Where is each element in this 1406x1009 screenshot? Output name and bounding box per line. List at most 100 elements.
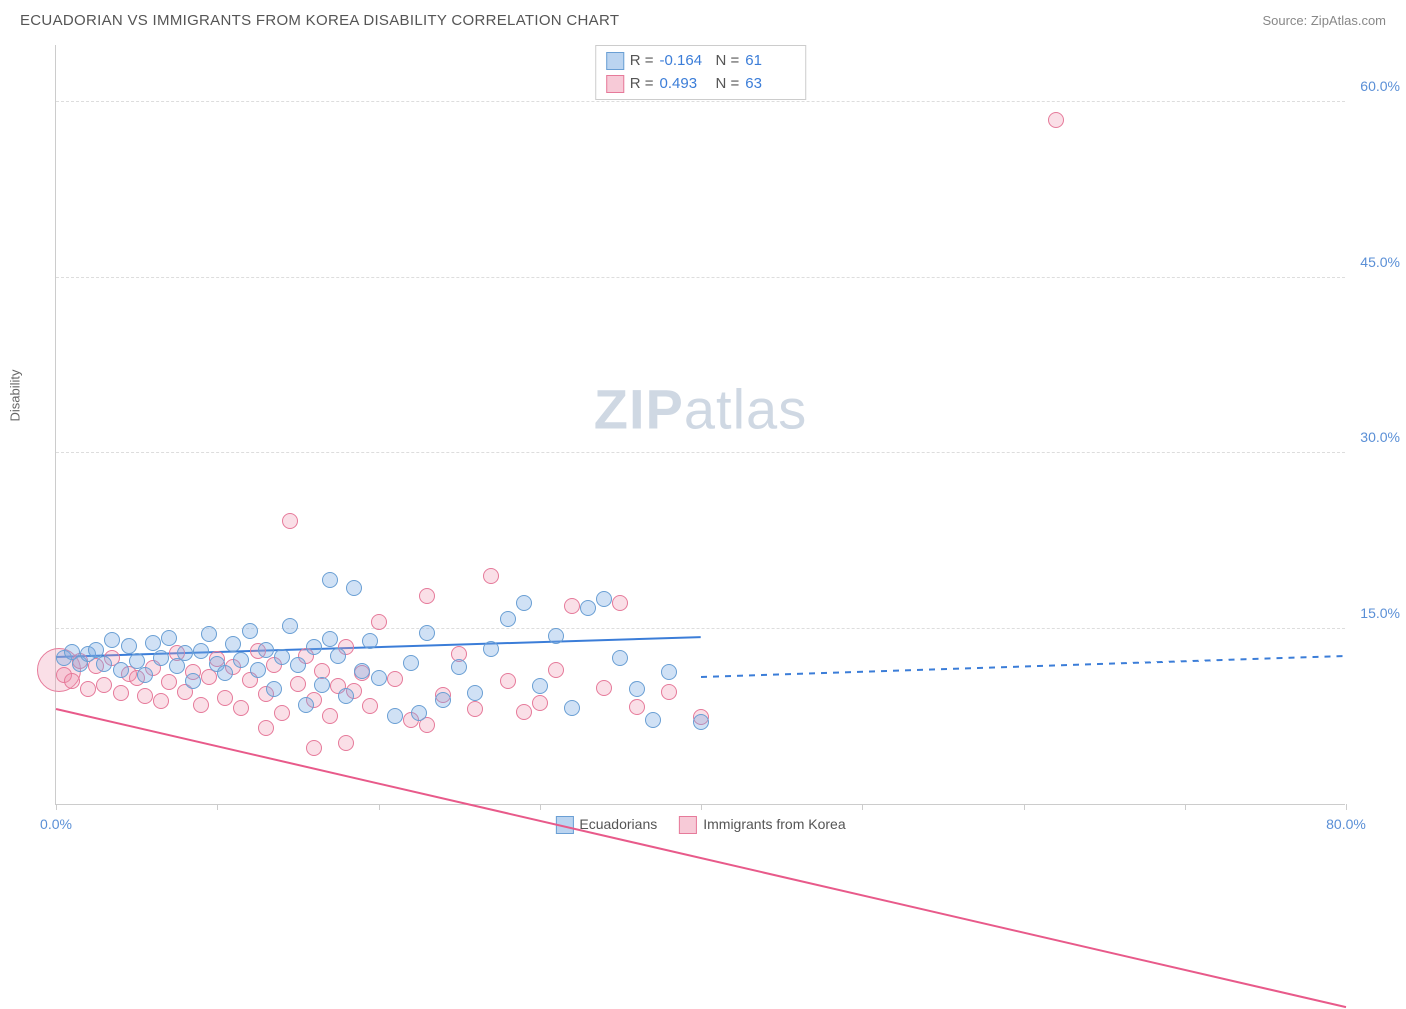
legend-swatch [606,75,624,93]
data-point [516,704,532,720]
x-tick [701,804,702,810]
data-point [419,588,435,604]
data-point [225,636,241,652]
chart-container: Disability ZIPatlas R =-0.164N =61R =0.4… [20,35,1386,845]
data-point [258,642,274,658]
legend-r-value: -0.164 [660,50,710,73]
x-tick [1024,804,1025,810]
gridline [56,101,1345,102]
data-point [564,700,580,716]
chart-header: ECUADORIAN VS IMMIGRANTS FROM KOREA DISA… [20,12,1386,29]
data-point [338,688,354,704]
data-point [371,614,387,630]
data-point [354,663,370,679]
data-point [121,638,137,654]
data-point [242,623,258,639]
data-point [161,630,177,646]
source-attribution: Source: ZipAtlas.com [1262,13,1386,28]
x-tick [1346,804,1347,810]
plot-area: ZIPatlas R =-0.164N =61R =0.493N =63 Ecu… [55,45,1345,805]
legend-row: R =-0.164N =61 [606,50,796,73]
data-point [403,655,419,671]
data-point [80,681,96,697]
data-point [306,740,322,756]
data-point [96,656,112,672]
data-point [113,685,129,701]
data-point [564,598,580,614]
data-point [371,670,387,686]
x-tick [379,804,380,810]
data-point [693,714,709,730]
legend-row: R = 0.493 N =63 [606,73,796,96]
gridline [56,277,1345,278]
y-tick-label: 60.0% [1360,78,1400,94]
legend-n-value: 63 [745,73,795,96]
watermark: ZIPatlas [594,377,807,442]
data-point [661,664,677,680]
legend-swatch [679,816,697,834]
data-point [282,618,298,634]
data-point [290,657,306,673]
data-point [387,708,403,724]
data-point [483,641,499,657]
data-point [161,674,177,690]
data-point [185,673,201,689]
x-tick [540,804,541,810]
data-point [387,671,403,687]
data-point [548,662,564,678]
data-point [306,639,322,655]
data-point [193,643,209,659]
correlation-legend: R = -0.164 N =61R = 0.493 N =63 [595,45,807,100]
data-point [362,633,378,649]
y-axis-label: Disability [8,369,23,421]
data-point [322,708,338,724]
legend-n-label: N = [716,50,740,73]
data-point [290,676,306,692]
y-tick-label: 45.0% [1360,254,1400,270]
data-point [153,650,169,666]
data-point [322,631,338,647]
data-point [266,681,282,697]
data-point [330,648,346,664]
data-point [338,735,354,751]
data-point [483,568,499,584]
data-point [137,667,153,683]
x-tick-label: 80.0% [1326,816,1366,832]
data-point [298,697,314,713]
data-point [258,720,274,736]
data-point [322,572,338,588]
data-point [419,625,435,641]
data-point [500,673,516,689]
legend-n-label: N = [716,73,740,96]
data-point [411,705,427,721]
data-point [467,685,483,701]
x-tick [217,804,218,810]
data-point [282,513,298,529]
legend-n-value: 61 [745,50,795,73]
trendline [701,655,1346,678]
data-point [137,688,153,704]
data-point [548,628,564,644]
legend-swatch [606,52,624,70]
data-point [250,662,266,678]
data-point [217,690,233,706]
data-point [516,595,532,611]
data-point [153,693,169,709]
y-tick-label: 15.0% [1360,605,1400,621]
data-point [435,692,451,708]
data-point [596,591,612,607]
legend-item: Immigrants from Korea [679,816,845,834]
data-point [177,645,193,661]
data-point [233,652,249,668]
data-point [362,698,378,714]
legend-r-value: 0.493 [660,73,710,96]
gridline [56,452,1345,453]
data-point [193,697,209,713]
legend-r-label: R = [630,73,654,96]
data-point [612,595,628,611]
data-point [661,684,677,700]
data-point [96,677,112,693]
trendline [56,708,1346,1008]
x-tick [56,804,57,810]
data-point [467,701,483,717]
